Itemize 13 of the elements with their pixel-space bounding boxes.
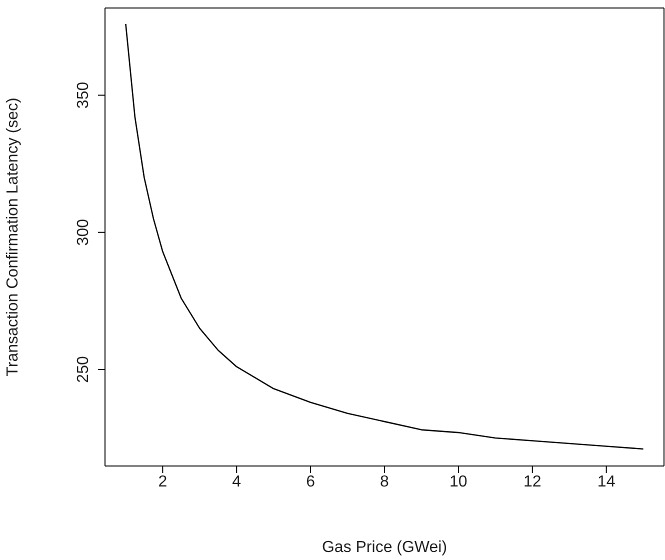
y-tick-label: 300 (75, 218, 92, 246)
y-axis-title: Transaction Confirmation Latency (sec) (4, 98, 22, 376)
x-tick-label: 10 (450, 473, 468, 490)
x-axis-title: Gas Price (GWei) (322, 539, 448, 556)
x-tick-label: 2 (158, 473, 168, 490)
x-tick-label: 6 (306, 473, 316, 490)
line-series (125, 23, 644, 450)
x-tick-label: 12 (523, 473, 542, 490)
x-tick-label: 8 (380, 473, 390, 490)
x-tick-label: 4 (232, 473, 242, 490)
y-tick-label: 250 (75, 356, 92, 383)
y-tick-label: 350 (75, 82, 92, 109)
x-tick-label: 14 (597, 473, 616, 490)
